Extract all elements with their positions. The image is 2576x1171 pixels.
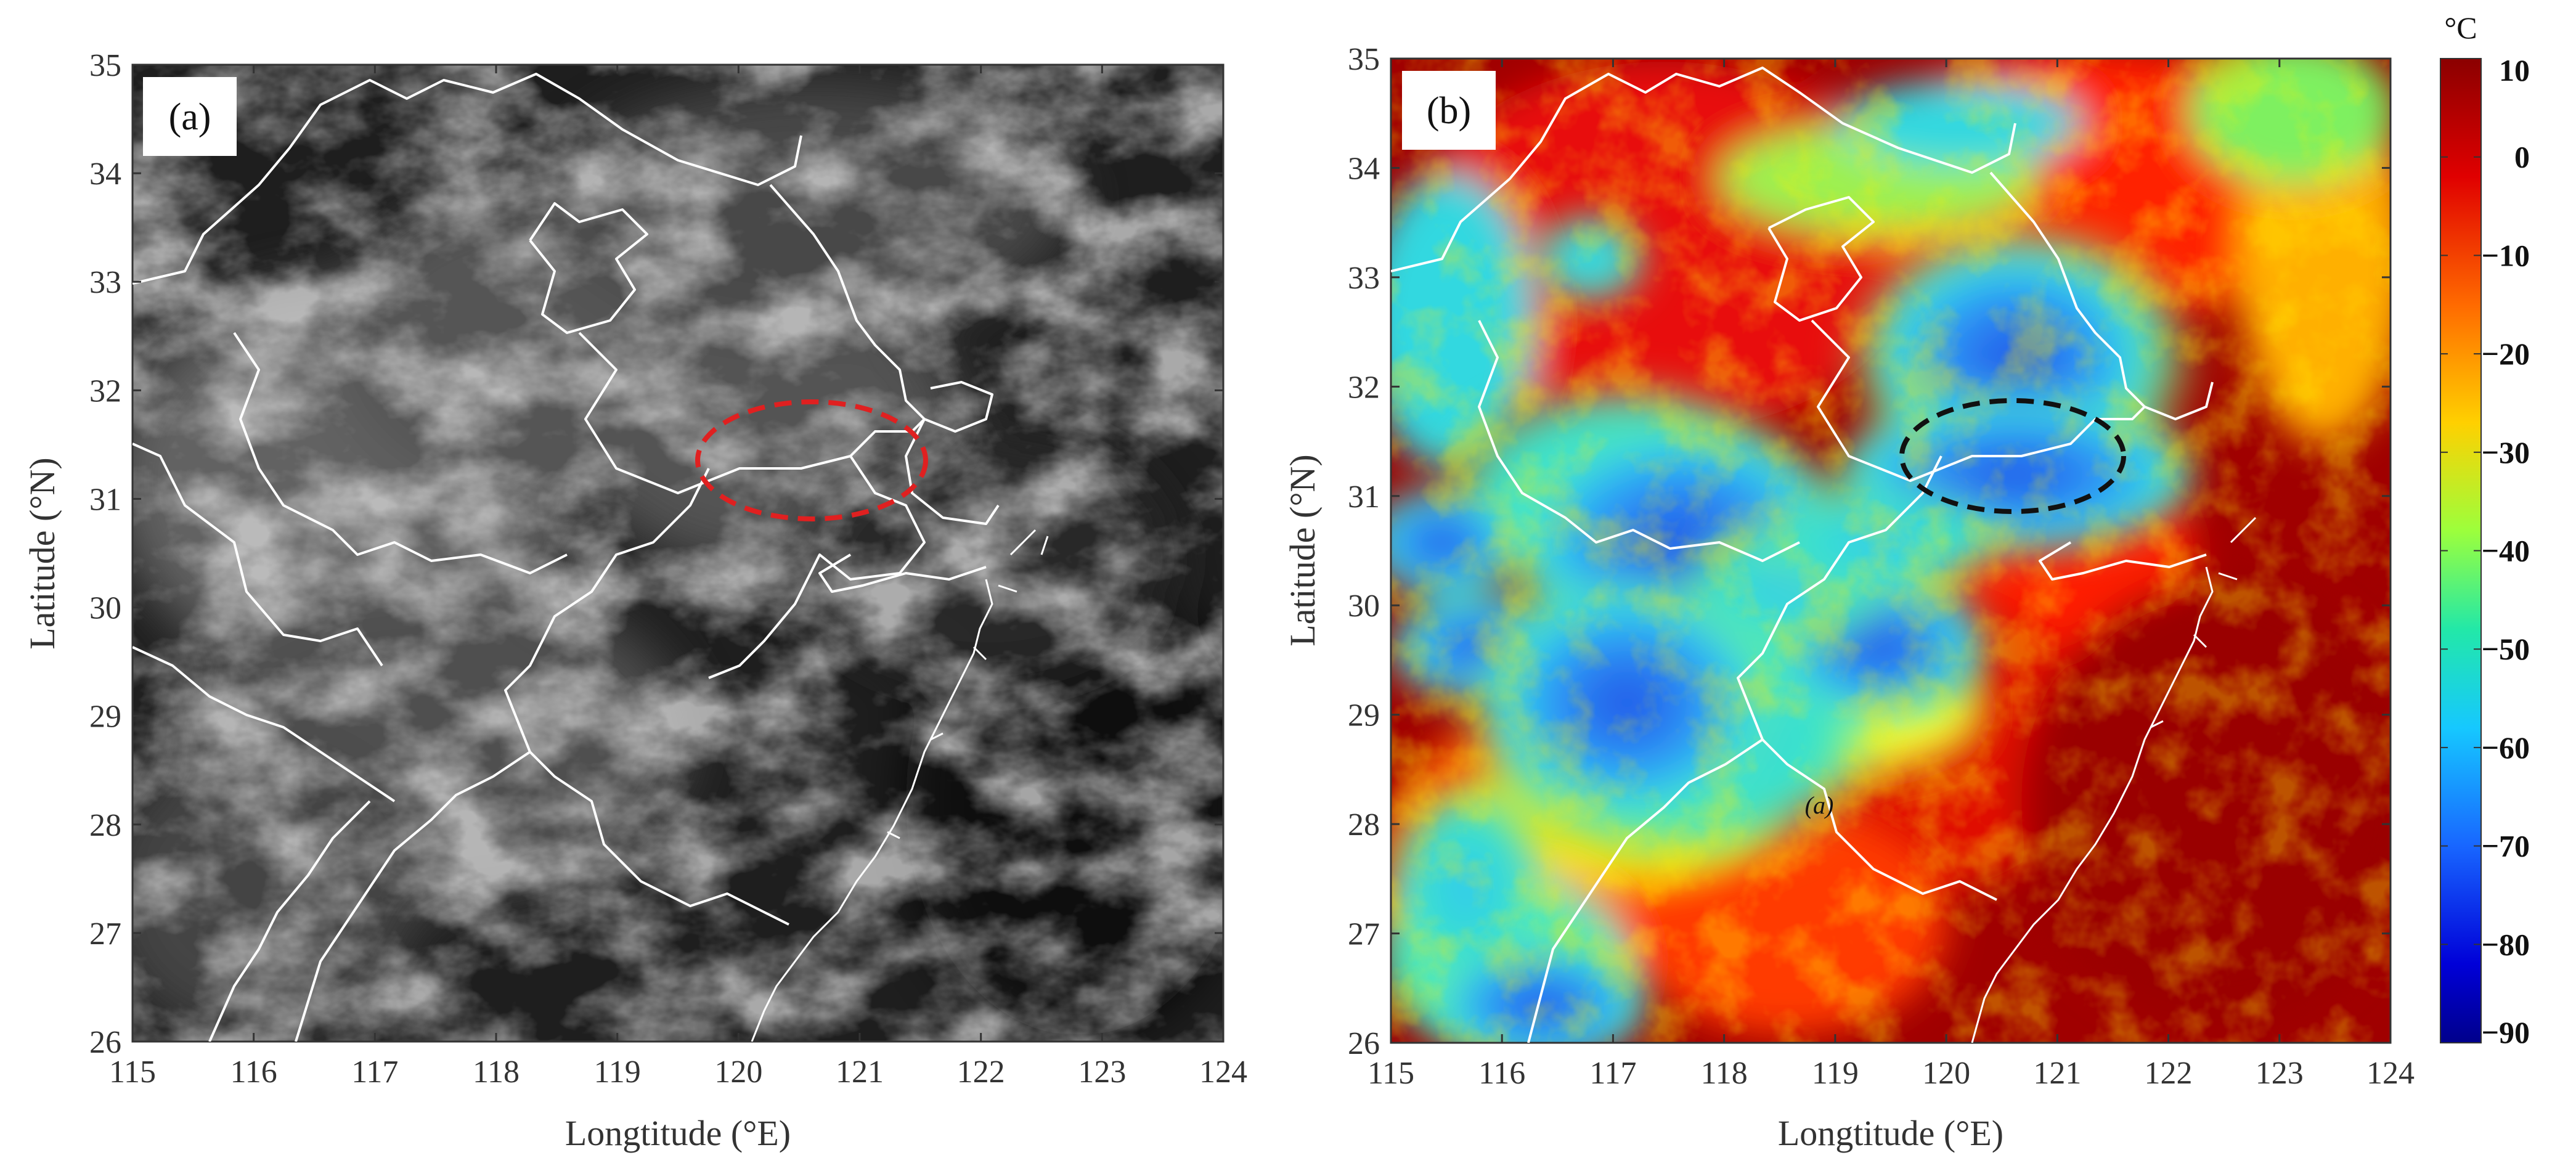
colorbar-tick-label: −20 <box>2482 337 2530 371</box>
panel-b-xtick-label: 118 <box>1701 1056 1748 1091</box>
panel-b-xtick-label: 124 <box>2366 1056 2415 1091</box>
colorbar-tick-label: −70 <box>2482 829 2530 863</box>
panel-b-xtick-label: 121 <box>2033 1056 2081 1091</box>
colorbar-tick-label: −50 <box>2482 632 2530 666</box>
panel-b-ytick-label: 30 <box>1348 589 1380 624</box>
panel-a-xtick-label: 122 <box>957 1055 1005 1090</box>
panel-a-xtick-label: 124 <box>1199 1055 1247 1090</box>
panel-b-ytick-label: 26 <box>1348 1026 1380 1061</box>
panel-b: (a) (b) 115 116 117 118 119 120 121 122 123 124 26… <box>1282 42 2415 1153</box>
panel-b-inline-label: (a) <box>1805 791 1834 819</box>
panel-b-ytick-label: 29 <box>1348 698 1380 733</box>
panel-a-xtick-label: 123 <box>1078 1055 1126 1090</box>
panel-b-coastline <box>1971 516 2257 1043</box>
panel-a-borders <box>132 73 1000 1042</box>
panel-a-label-box <box>143 77 237 156</box>
colorbar-tick-label: −30 <box>2482 435 2530 470</box>
panel-b-xtick-label: 117 <box>1589 1056 1636 1091</box>
panel-a-axes: 115 116 117 118 119 120 121 122 123 124 26 27 28 29 30… <box>89 48 1247 1090</box>
panel-b-ytick-label: 33 <box>1348 261 1380 296</box>
panel-a-ytick-label: 32 <box>89 373 121 409</box>
panel-b-axes: 115 116 117 118 119 120 121 122 123 124 26 27 28 29 30… <box>1348 42 2415 1091</box>
panel-a-ytick-label: 33 <box>89 265 121 300</box>
panel-a-ytick-label: 34 <box>89 157 121 192</box>
panel-b-xtick-label: 123 <box>2256 1056 2304 1091</box>
panel-a: (a) 115 116 117 118 119 120 121 122 123 124 26 27 28… <box>22 48 1247 1153</box>
panel-b-xtick-label: 120 <box>1922 1056 1970 1091</box>
panel-a-xtick-label: 121 <box>836 1055 884 1090</box>
panel-a-ylabel: Latitude (°N) <box>22 457 62 649</box>
colorbar-tick-label: 0 <box>2514 140 2530 174</box>
panel-b-ytick-label: 35 <box>1348 42 1380 77</box>
panel-b-highlight-ellipse <box>1899 398 2126 514</box>
colorbar-tick-label: −80 <box>2482 927 2530 961</box>
panel-b-label: (b) <box>1427 90 1471 132</box>
panel-b-frame <box>1390 57 2392 1044</box>
panel-a-xtick-label: 119 <box>594 1055 641 1090</box>
colorbar: °C 10 0 −10 −20 −30 −40 −50 −60 −70 −80 −90 <box>2440 10 2530 1050</box>
panel-b-xtick-label: 116 <box>1478 1056 1525 1091</box>
panel-b-ytick-label: 34 <box>1348 151 1380 186</box>
colorbar-tick-label: −10 <box>2482 238 2530 272</box>
panel-a-xtick-label: 118 <box>473 1055 520 1090</box>
colorbar-ticks: 10 0 −10 −20 −30 −40 −50 −60 −70 −80 −90 <box>2440 53 2530 1050</box>
panel-a-ytick-label: 28 <box>89 808 121 843</box>
panel-b-ytick-label: 32 <box>1348 370 1380 405</box>
panel-b-xlabel: Longtitude (°E) <box>1778 1113 2003 1153</box>
panel-a-image <box>132 65 1223 1042</box>
panel-a-highlight-ellipse <box>695 399 928 521</box>
panel-b-xtick-label: 115 <box>1367 1056 1414 1091</box>
panel-b-ytick-label: 31 <box>1348 479 1380 515</box>
colorbar-tick-label: 10 <box>2499 53 2530 88</box>
panel-a-coastline <box>751 529 1049 1042</box>
panel-a-xtick-label: 117 <box>351 1055 398 1090</box>
panel-b-ylabel: Latitude (°N) <box>1282 454 1323 646</box>
colorbar-tick-label: −90 <box>2482 1015 2530 1050</box>
colorbar-tick-label: −40 <box>2482 534 2530 568</box>
panel-b-ytick-label: 28 <box>1348 807 1380 843</box>
panel-a-ytick-label: 31 <box>89 482 121 517</box>
panel-a-ytick-label: 30 <box>89 591 121 626</box>
panel-a-xtick-label: 120 <box>714 1055 762 1090</box>
colorbar-tick-label: −60 <box>2482 730 2530 765</box>
panel-a-ytick-label: 26 <box>89 1025 121 1060</box>
panel-b-label-box <box>1402 71 1496 150</box>
panel-a-frame <box>131 63 1225 1043</box>
panel-a-xtick-label: 116 <box>230 1055 277 1090</box>
panel-a-ytick-label: 27 <box>89 916 121 952</box>
colorbar-unit: °C <box>2444 10 2477 45</box>
panel-b-borders <box>1391 67 2214 1043</box>
panel-b-image <box>1391 59 2391 1043</box>
panel-a-xtick-label: 115 <box>109 1055 156 1090</box>
panel-a-ytick-label: 35 <box>89 48 121 83</box>
panel-a-xlabel: Longtitude (°E) <box>565 1113 791 1153</box>
panel-a-label: (a) <box>169 96 211 138</box>
panel-b-xtick-label: 122 <box>2145 1056 2193 1091</box>
panel-b-xtick-label: 119 <box>1812 1056 1859 1091</box>
panel-b-ytick-label: 27 <box>1348 917 1380 952</box>
panel-a-ytick-label: 29 <box>89 700 121 735</box>
